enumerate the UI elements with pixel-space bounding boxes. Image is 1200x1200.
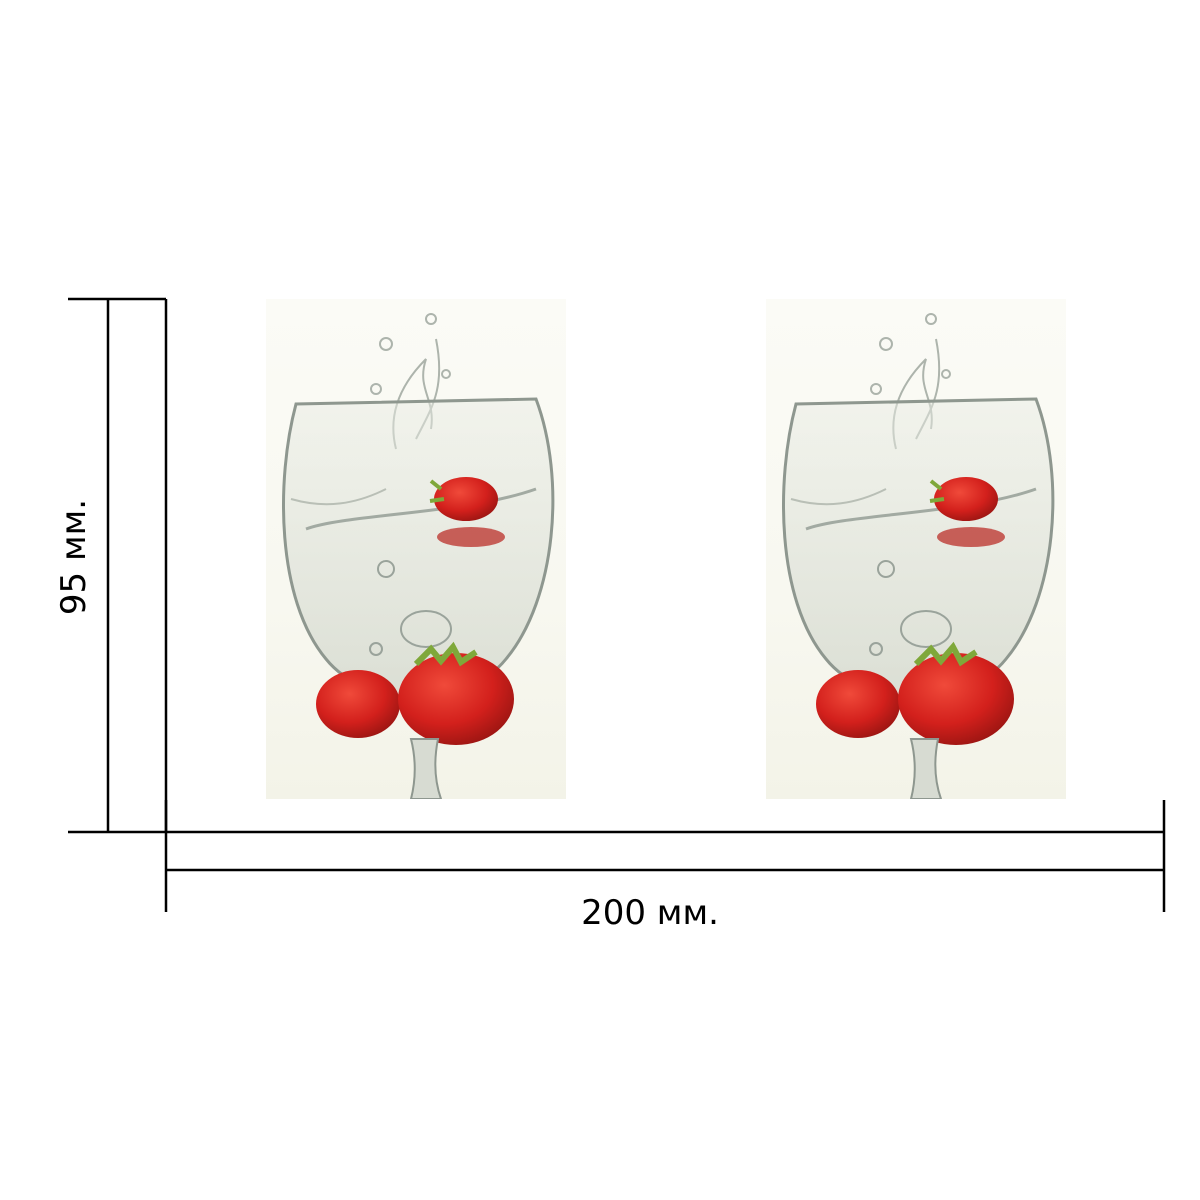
wine-glass-strawberries-photo <box>782 313 1055 799</box>
width-dimension-label: 200 мм. <box>581 893 719 933</box>
wine-glass-strawberries-photo <box>282 313 555 799</box>
product-panel-right <box>766 299 1066 799</box>
product-panel-left <box>266 299 566 799</box>
height-dimension-label: 95 мм. <box>54 498 94 616</box>
